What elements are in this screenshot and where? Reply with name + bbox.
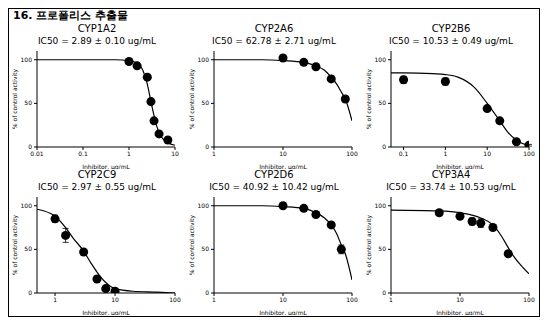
svg-text:1: 1 [212, 296, 216, 303]
svg-text:% of control activity: % of control activity [365, 68, 373, 129]
svg-text:100: 100 [346, 150, 358, 157]
html-text:IC50 = 40.92 ± 10.42 ug/mL: IC50 = 40.92 ± 10.42 ug/mL [209, 182, 339, 192]
svg-text:100: 100 [523, 150, 535, 157]
svg-text:100: 100 [375, 56, 387, 63]
svg-text:0.1: 0.1 [399, 150, 409, 157]
svg-text:100: 100 [169, 296, 181, 303]
svg-text:1: 1 [127, 150, 131, 157]
svg-text:Inhibitor, μg/mL: Inhibitor, μg/mL [82, 163, 130, 169]
html-text:CYP2A6: CYP2A6 [254, 23, 294, 34]
html-text:IC50 = 33.74 ± 10.53 ug/mL: IC50 = 33.74 ± 10.53 ug/mL [386, 182, 516, 192]
html-text:CYP2B6: CYP2B6 [431, 23, 471, 34]
svg-text:100: 100 [21, 202, 33, 209]
svg-text:0.01: 0.01 [30, 150, 44, 157]
html-text:IC50 = 62.78 ± 2.71 ug/mL: IC50 = 62.78 ± 2.71 ug/mL [212, 36, 336, 46]
svg-text:10: 10 [111, 296, 119, 303]
svg-text:10: 10 [279, 150, 287, 157]
svg-text:100: 100 [198, 202, 210, 209]
svg-text:% of control activity: % of control activity [365, 214, 373, 275]
svg-text:10: 10 [171, 150, 179, 157]
svg-text:50: 50 [378, 245, 386, 252]
html-text:16. 프로폴리스 추출물: 16. 프로폴리스 추출물 [13, 9, 129, 22]
svg-text:Inhibitor, μg/mL: Inhibitor, μg/mL [259, 163, 307, 169]
svg-text:50: 50 [201, 99, 209, 106]
svg-text:1: 1 [389, 296, 393, 303]
svg-text:50: 50 [378, 99, 386, 106]
svg-text:% of control activity: % of control activity [11, 214, 19, 275]
svg-text:50: 50 [24, 245, 32, 252]
html-text:CYP1A2: CYP1A2 [77, 23, 117, 34]
svg-text:% of control activity: % of control activity [188, 68, 196, 129]
svg-text:10: 10 [483, 150, 491, 157]
html-text:CYP3A4: CYP3A4 [431, 169, 471, 180]
svg-text:50: 50 [24, 99, 32, 106]
svg-text:Inhibitor, μg/mL: Inhibitor, μg/mL [436, 309, 484, 315]
html-text:IC50 = 10.53 ± 0.49 ug/mL: IC50 = 10.53 ± 0.49 ug/mL [389, 36, 513, 46]
svg-text:10: 10 [456, 296, 464, 303]
svg-text:0: 0 [28, 143, 32, 150]
svg-text:Inhibitor, μg/mL: Inhibitor, μg/mL [436, 163, 484, 169]
svg-text:1: 1 [443, 150, 447, 157]
svg-text:Inhibitor, μg/mL: Inhibitor, μg/mL [259, 309, 307, 315]
svg-text:0.1: 0.1 [78, 150, 88, 157]
html-text:CYP2D6: CYP2D6 [254, 169, 294, 180]
svg-text:100: 100 [523, 296, 535, 303]
svg-text:% of control activity: % of control activity [11, 68, 19, 129]
html-text:IC50 = 2.89 ± 0.10 ug/mL: IC50 = 2.89 ± 0.10 ug/mL [38, 36, 156, 46]
svg-text:0: 0 [382, 143, 386, 150]
svg-text:1: 1 [53, 296, 57, 303]
svg-text:% of control activity: % of control activity [188, 214, 196, 275]
svg-text:50: 50 [201, 245, 209, 252]
svg-text:0: 0 [205, 143, 209, 150]
svg-text:10: 10 [279, 296, 287, 303]
svg-text:0: 0 [28, 289, 32, 296]
svg-text:100: 100 [21, 56, 33, 63]
svg-text:0: 0 [205, 289, 209, 296]
svg-text:0: 0 [382, 289, 386, 296]
svg-text:1: 1 [212, 150, 216, 157]
svg-text:100: 100 [346, 296, 358, 303]
html-text:IC50 = 2.97 ± 0.55 ug/mL: IC50 = 2.97 ± 0.55 ug/mL [38, 182, 156, 192]
svg-text:100: 100 [198, 56, 210, 63]
svg-text:Inhibitor, μg/mL: Inhibitor, μg/mL [82, 309, 130, 315]
svg-text:100: 100 [375, 202, 387, 209]
html-text:CYP2C9: CYP2C9 [77, 169, 117, 180]
